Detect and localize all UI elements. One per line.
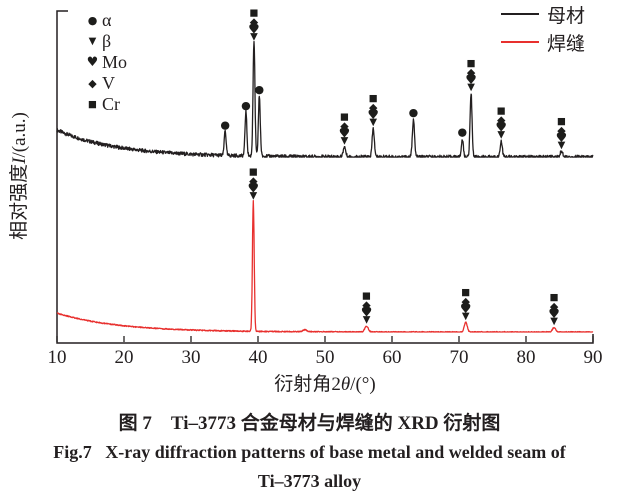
phase-stack-marker: ▼	[497, 130, 505, 141]
legend-item: 母材	[501, 0, 585, 28]
phase-marker-label: Cr	[102, 94, 120, 114]
phase-stack-marker: ◆	[362, 299, 371, 312]
alpha-peak-marker: ●	[255, 83, 265, 96]
caption-chinese: 图 7 Ti–3773 合金母材与焊缝的 XRD 衍射图	[118, 413, 501, 434]
phase-stack-marker: ■	[467, 58, 476, 69]
x-tick-label: 30	[182, 347, 201, 368]
phase-marker-label: α	[102, 10, 112, 30]
phase-stack-marker: ♥	[361, 306, 373, 321]
y-axis-label-char: I	[9, 157, 30, 164]
phase-stack-marker: ♥	[548, 307, 560, 322]
phase-stack-marker: ◆	[369, 101, 378, 114]
phase-stack-marker: ▼	[369, 117, 377, 128]
phase-marker-glyph: ▼	[88, 36, 97, 47]
phase-stack-marker: ■	[557, 116, 566, 127]
phase-stack-marker: ▼	[558, 140, 566, 151]
phase-legend-item: ■ Cr	[85, 94, 127, 115]
y-axis-label-char: /	[9, 152, 30, 158]
alpha-peak-marker: ●	[220, 119, 230, 132]
phase-marker-glyph: ■	[88, 99, 97, 110]
y-axis-label-char: 对	[9, 201, 30, 221]
caption-english-line1: Fig.7 X-ray diffraction patterns of base…	[53, 442, 566, 462]
phase-marker-label: V	[102, 73, 115, 93]
phase-stack-marker: ▼	[467, 82, 475, 93]
x-tick-label: 90	[584, 347, 603, 368]
phase-stack-marker: ♥	[460, 302, 472, 317]
alpha-peak-marker: ●	[409, 106, 419, 119]
phase-stack-marker: ◆	[467, 66, 476, 79]
y-axis-label-char: (	[9, 145, 30, 153]
phase-stack-marker: ♥	[339, 126, 351, 141]
phase-marker-label: β	[102, 31, 112, 51]
x-tick-label: 50	[316, 347, 335, 368]
caption-english-line2: Ti–3773 alloy	[257, 471, 362, 491]
x-tick-label: 40	[249, 347, 268, 368]
phase-stack-marker: ◆	[557, 124, 566, 137]
phase-stack-marker: ■	[362, 291, 371, 302]
phase-stack-marker: ▼	[250, 32, 258, 43]
y-axis-label-char: )	[9, 112, 30, 119]
y-axis-label-char: .	[9, 118, 30, 124]
legend-line-swatch	[501, 12, 539, 16]
phase-stack-marker: ♥	[247, 181, 259, 196]
phase-stack-marker: ■	[340, 111, 349, 122]
phase-marker-glyph: ●	[87, 14, 98, 27]
y-axis-label-char: .	[9, 132, 30, 138]
series-legend: 母材 焊缝	[501, 0, 585, 56]
legend-item: 焊缝	[501, 28, 585, 56]
phase-marker-label: Mo	[102, 52, 128, 72]
phase-stack-marker: ▼	[341, 135, 349, 146]
alpha-peak-marker: ●	[241, 99, 251, 112]
x-tick-label: 60	[383, 347, 402, 368]
xrd-chart: 10 20 30 40 50 60 70 80 90衍射角2θ/(°)●●▼♥◆■●▼♥◆■▼♥…	[48, 8, 603, 395]
y-axis-label-char: a	[9, 137, 30, 146]
legend-line-swatch	[501, 40, 539, 44]
phase-stack-marker: ◆	[250, 16, 259, 29]
phase-marker-glyph: ◆	[88, 77, 97, 90]
curve-base-metal	[56, 40, 594, 158]
phase-stack-marker: ■	[369, 93, 378, 104]
alpha-peak-marker: ●	[458, 125, 468, 138]
phase-stack-marker: ◆	[461, 295, 470, 308]
phase-stack-marker: ◆	[340, 119, 349, 132]
phase-legend-item: ◆ V	[85, 73, 127, 94]
y-axis-label-char: 强	[9, 182, 30, 202]
curve-welded-seam	[56, 200, 594, 333]
phase-stack-marker: ▼	[462, 311, 470, 322]
legend-label: 母材	[547, 5, 586, 27]
phase-legend-item: ▼ β	[85, 31, 127, 52]
x-tick-label: 80	[517, 347, 536, 368]
x-tick-label: 20	[115, 347, 134, 368]
phase-legend-item: ♥ Mo	[85, 52, 127, 73]
axes-spines	[56, 10, 594, 344]
phase-stack-marker: ■	[497, 106, 506, 117]
phase-marker-legend: ● α ▼ β ♥ Mo ◆ V ■ Cr	[85, 10, 127, 115]
phase-marker-glyph: ♥	[86, 55, 99, 70]
phase-stack-marker: ♥	[248, 23, 260, 38]
phase-stack-marker: ▼	[550, 316, 558, 327]
legend-label: 焊缝	[547, 33, 586, 55]
x-tick-label: 10	[48, 347, 67, 368]
y-axis-label-char: u	[9, 123, 30, 133]
phase-stack-marker: ♥	[367, 108, 379, 123]
phase-stack-marker: ▼	[363, 315, 371, 326]
phase-stack-marker: ■	[249, 8, 258, 19]
phase-stack-marker: ■	[461, 287, 470, 298]
phase-stack-marker: ♥	[556, 131, 568, 146]
phase-legend-item: ● α	[85, 10, 127, 31]
phase-stack-marker: ◆	[497, 114, 506, 127]
y-axis-label: 相对强度I/(a.u.)	[8, 26, 32, 326]
y-axis-label-char: 相	[9, 220, 30, 240]
phase-stack-marker: ▼	[249, 190, 257, 201]
phase-stack-marker: ■	[550, 292, 559, 303]
phase-stack-marker: ♥	[465, 73, 477, 88]
x-axis-label: 衍射角2θ/(°)	[274, 373, 375, 395]
phase-stack-marker: ◆	[249, 174, 258, 187]
phase-stack-marker: ■	[249, 166, 258, 177]
phase-stack-marker: ◆	[550, 300, 559, 313]
phase-stack-marker: ♥	[495, 121, 507, 136]
x-tick-label: 70	[450, 347, 469, 368]
y-axis-label-char: 度	[9, 163, 30, 183]
